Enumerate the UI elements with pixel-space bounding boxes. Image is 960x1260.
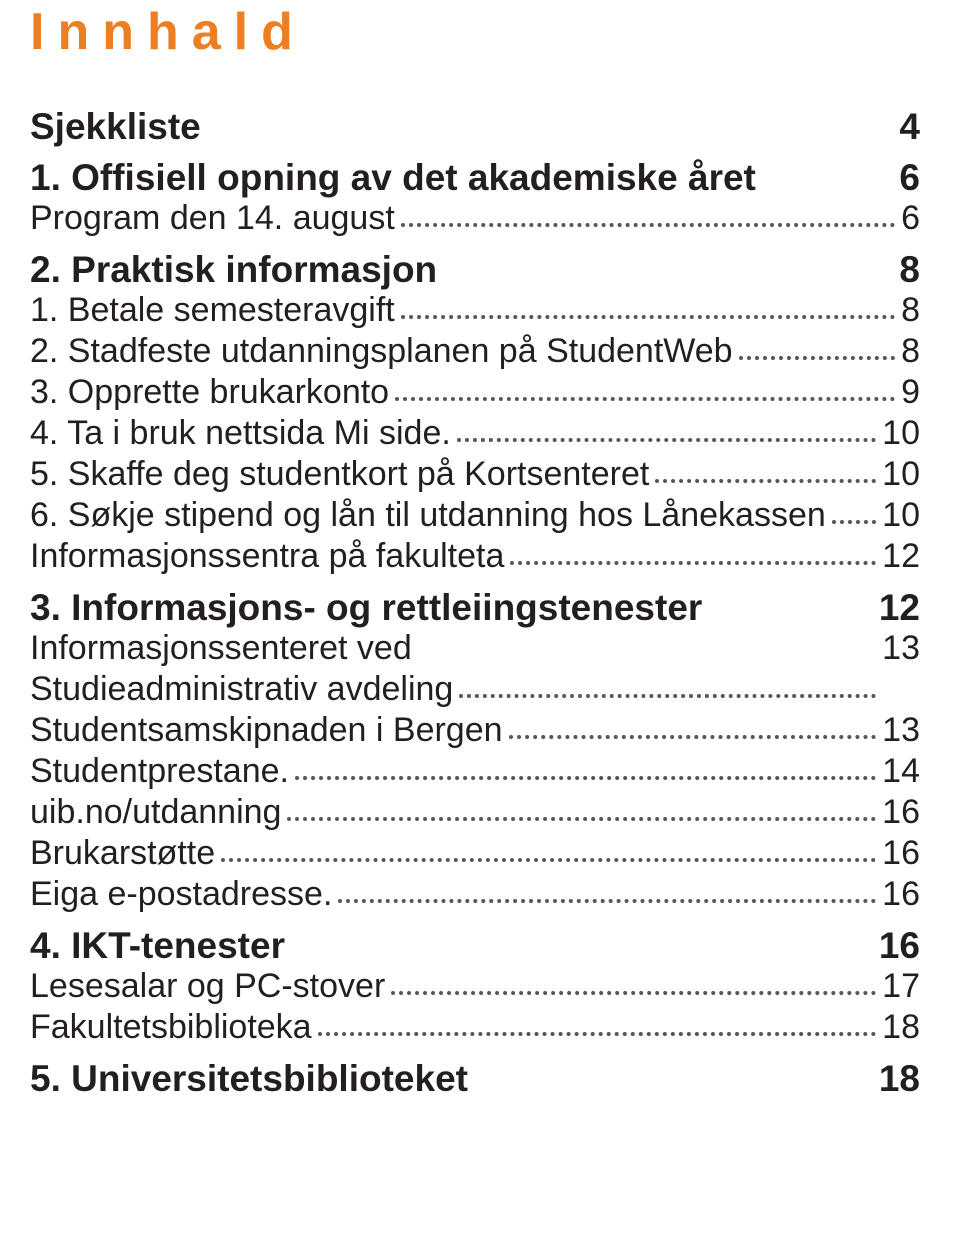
section-row: Sjekkliste 4 <box>30 106 920 147</box>
section-row: 3. Informasjons- og rettleiingstenester 1… <box>30 587 920 628</box>
section-page: 16 <box>879 925 920 966</box>
dot-leader <box>401 223 895 227</box>
entry-label: Fakultetsbiblioteka <box>30 1007 312 1048</box>
dot-leader <box>739 356 896 360</box>
entry-page: 9 <box>901 372 920 413</box>
toc-section: 3. Informasjons- og rettleiingstenester 1… <box>30 587 920 915</box>
entry-row: Studentprestane. 14 <box>30 751 920 792</box>
entry-page: 10 <box>882 454 920 495</box>
section-row: 4. IKT-tenester 16 <box>30 925 920 966</box>
entry-label: Studentsamskipnaden i Bergen <box>30 710 503 751</box>
entry-row: Informasjonssenteret ved Studieadministr… <box>30 628 920 710</box>
entry-label: 2. Stadfeste utdanningsplanen på Student… <box>30 331 733 372</box>
entry-page: 14 <box>882 751 920 792</box>
section-row: 1. Offisiell opning av det akademiske år… <box>30 157 920 198</box>
entry-label: Brukarstøtte <box>30 833 215 874</box>
entry-row: Brukarstøtte 16 <box>30 833 920 874</box>
entry-row: Eiga e-postadresse. 16 <box>30 874 920 915</box>
entry-label: 1. Betale semesteravgift <box>30 290 395 331</box>
entry-label: Informasjonssenteret ved Studieadministr… <box>30 628 453 710</box>
entry-page: 10 <box>882 413 920 454</box>
entry-row: Informasjonssentra på fakulteta 12 <box>30 536 920 577</box>
dot-leader <box>832 520 876 524</box>
toc-section: 4. IKT-tenester 16 Lesesalar og PC-stover 1… <box>30 925 920 1048</box>
section-page: 18 <box>879 1058 920 1099</box>
dot-leader <box>395 397 895 401</box>
entry-row: 6. Søkje stipend og lån til utdanning ho… <box>30 495 920 536</box>
table-of-contents: Sjekkliste 4 1. Offisiell opning av det ak… <box>30 106 920 1099</box>
entry-label: 3. Opprette brukarkonto <box>30 372 389 413</box>
entry-label: 4. Ta i bruk nettsida Mi side. <box>30 413 451 454</box>
entry-label: Program den 14. august <box>30 198 395 239</box>
dot-leader <box>459 694 876 698</box>
entry-page: 12 <box>882 536 920 577</box>
dot-leader <box>401 315 895 319</box>
section-label: Sjekkliste <box>30 106 201 147</box>
entry-page: 13 <box>882 710 920 751</box>
section-label: 4. IKT-tenester <box>30 925 285 966</box>
dot-leader <box>287 817 876 821</box>
dot-leader <box>509 735 877 739</box>
section-label: 2. Praktisk informasjon <box>30 249 437 290</box>
entry-page: 16 <box>882 833 920 874</box>
entry-label: Lesesalar og PC-stover <box>30 966 385 1007</box>
entry-label: Studentprestane. <box>30 751 289 792</box>
toc-section: 2. Praktisk informasjon81. Betale semest… <box>30 249 920 577</box>
entry-row: 1. Betale semesteravgift 8 <box>30 290 920 331</box>
dot-leader <box>221 858 876 862</box>
section-label: 3. Informasjons- og rettleiingstenester <box>30 587 702 628</box>
entry-row: Program den 14. august 6 <box>30 198 920 239</box>
page-title: Innhald <box>30 2 920 62</box>
dot-leader <box>391 991 876 995</box>
dot-leader <box>338 899 876 903</box>
dot-leader <box>295 776 876 780</box>
section-page: 12 <box>879 587 920 628</box>
entry-row: Lesesalar og PC-stover 17 <box>30 966 920 1007</box>
section-label: 1. Offisiell opning av det akademiske år… <box>30 157 756 198</box>
entry-label: 6. Søkje stipend og lån til utdanning ho… <box>30 495 826 536</box>
entry-page: 13 <box>882 628 920 669</box>
entry-page: 16 <box>882 874 920 915</box>
entry-label: Informasjonssentra på fakulteta <box>30 536 504 577</box>
section-row: 5. Universitetsbiblioteket 18 <box>30 1058 920 1099</box>
dot-leader <box>318 1032 877 1036</box>
entry-row: 2. Stadfeste utdanningsplanen på Student… <box>30 331 920 372</box>
entry-page: 18 <box>882 1007 920 1048</box>
section-page: 8 <box>899 249 920 290</box>
section-page: 6 <box>899 157 920 198</box>
entry-row: 3. Opprette brukarkonto 9 <box>30 372 920 413</box>
dot-leader <box>510 561 876 565</box>
toc-section: 5. Universitetsbiblioteket 18 <box>30 1058 920 1099</box>
entry-row: uib.no/utdanning 16 <box>30 792 920 833</box>
section-row: 2. Praktisk informasjon 8 <box>30 249 920 290</box>
entry-page: 8 <box>901 290 920 331</box>
entry-page: 8 <box>901 331 920 372</box>
toc-section: 1. Offisiell opning av det akademiske år… <box>30 157 920 239</box>
entry-page: 17 <box>882 966 920 1007</box>
entry-label: Eiga e-postadresse. <box>30 874 332 915</box>
entry-page: 16 <box>882 792 920 833</box>
entry-row: Studentsamskipnaden i Bergen 13 <box>30 710 920 751</box>
entry-row: 5. Skaffe deg studentkort på Kortsentere… <box>30 454 920 495</box>
dot-leader <box>457 438 876 442</box>
entry-row: Fakultetsbiblioteka 18 <box>30 1007 920 1048</box>
section-label: 5. Universitetsbiblioteket <box>30 1058 468 1099</box>
section-page: 4 <box>899 106 920 147</box>
entry-label: 5. Skaffe deg studentkort på Kortsentere… <box>30 454 649 495</box>
entry-row: 4. Ta i bruk nettsida Mi side. 10 <box>30 413 920 454</box>
toc-section: Sjekkliste 4 <box>30 106 920 147</box>
dot-leader <box>655 479 876 483</box>
entry-page: 6 <box>901 198 920 239</box>
entry-page: 10 <box>882 495 920 536</box>
entry-label: uib.no/utdanning <box>30 792 281 833</box>
